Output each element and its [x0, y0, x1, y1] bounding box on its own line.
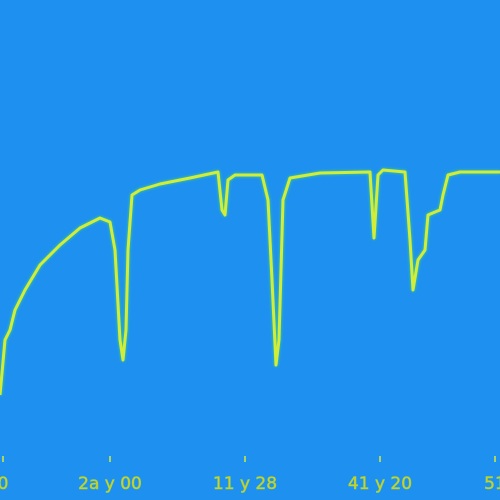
- x-tick-label: 2a y 00: [78, 474, 142, 494]
- x-tick-label: 51: [484, 474, 500, 494]
- x-tick-label: 11 y 28: [213, 474, 277, 494]
- x-tick-label: 41 y 20: [348, 474, 412, 494]
- data-line: [0, 168, 500, 396]
- x-tick-label: 0: [0, 474, 8, 494]
